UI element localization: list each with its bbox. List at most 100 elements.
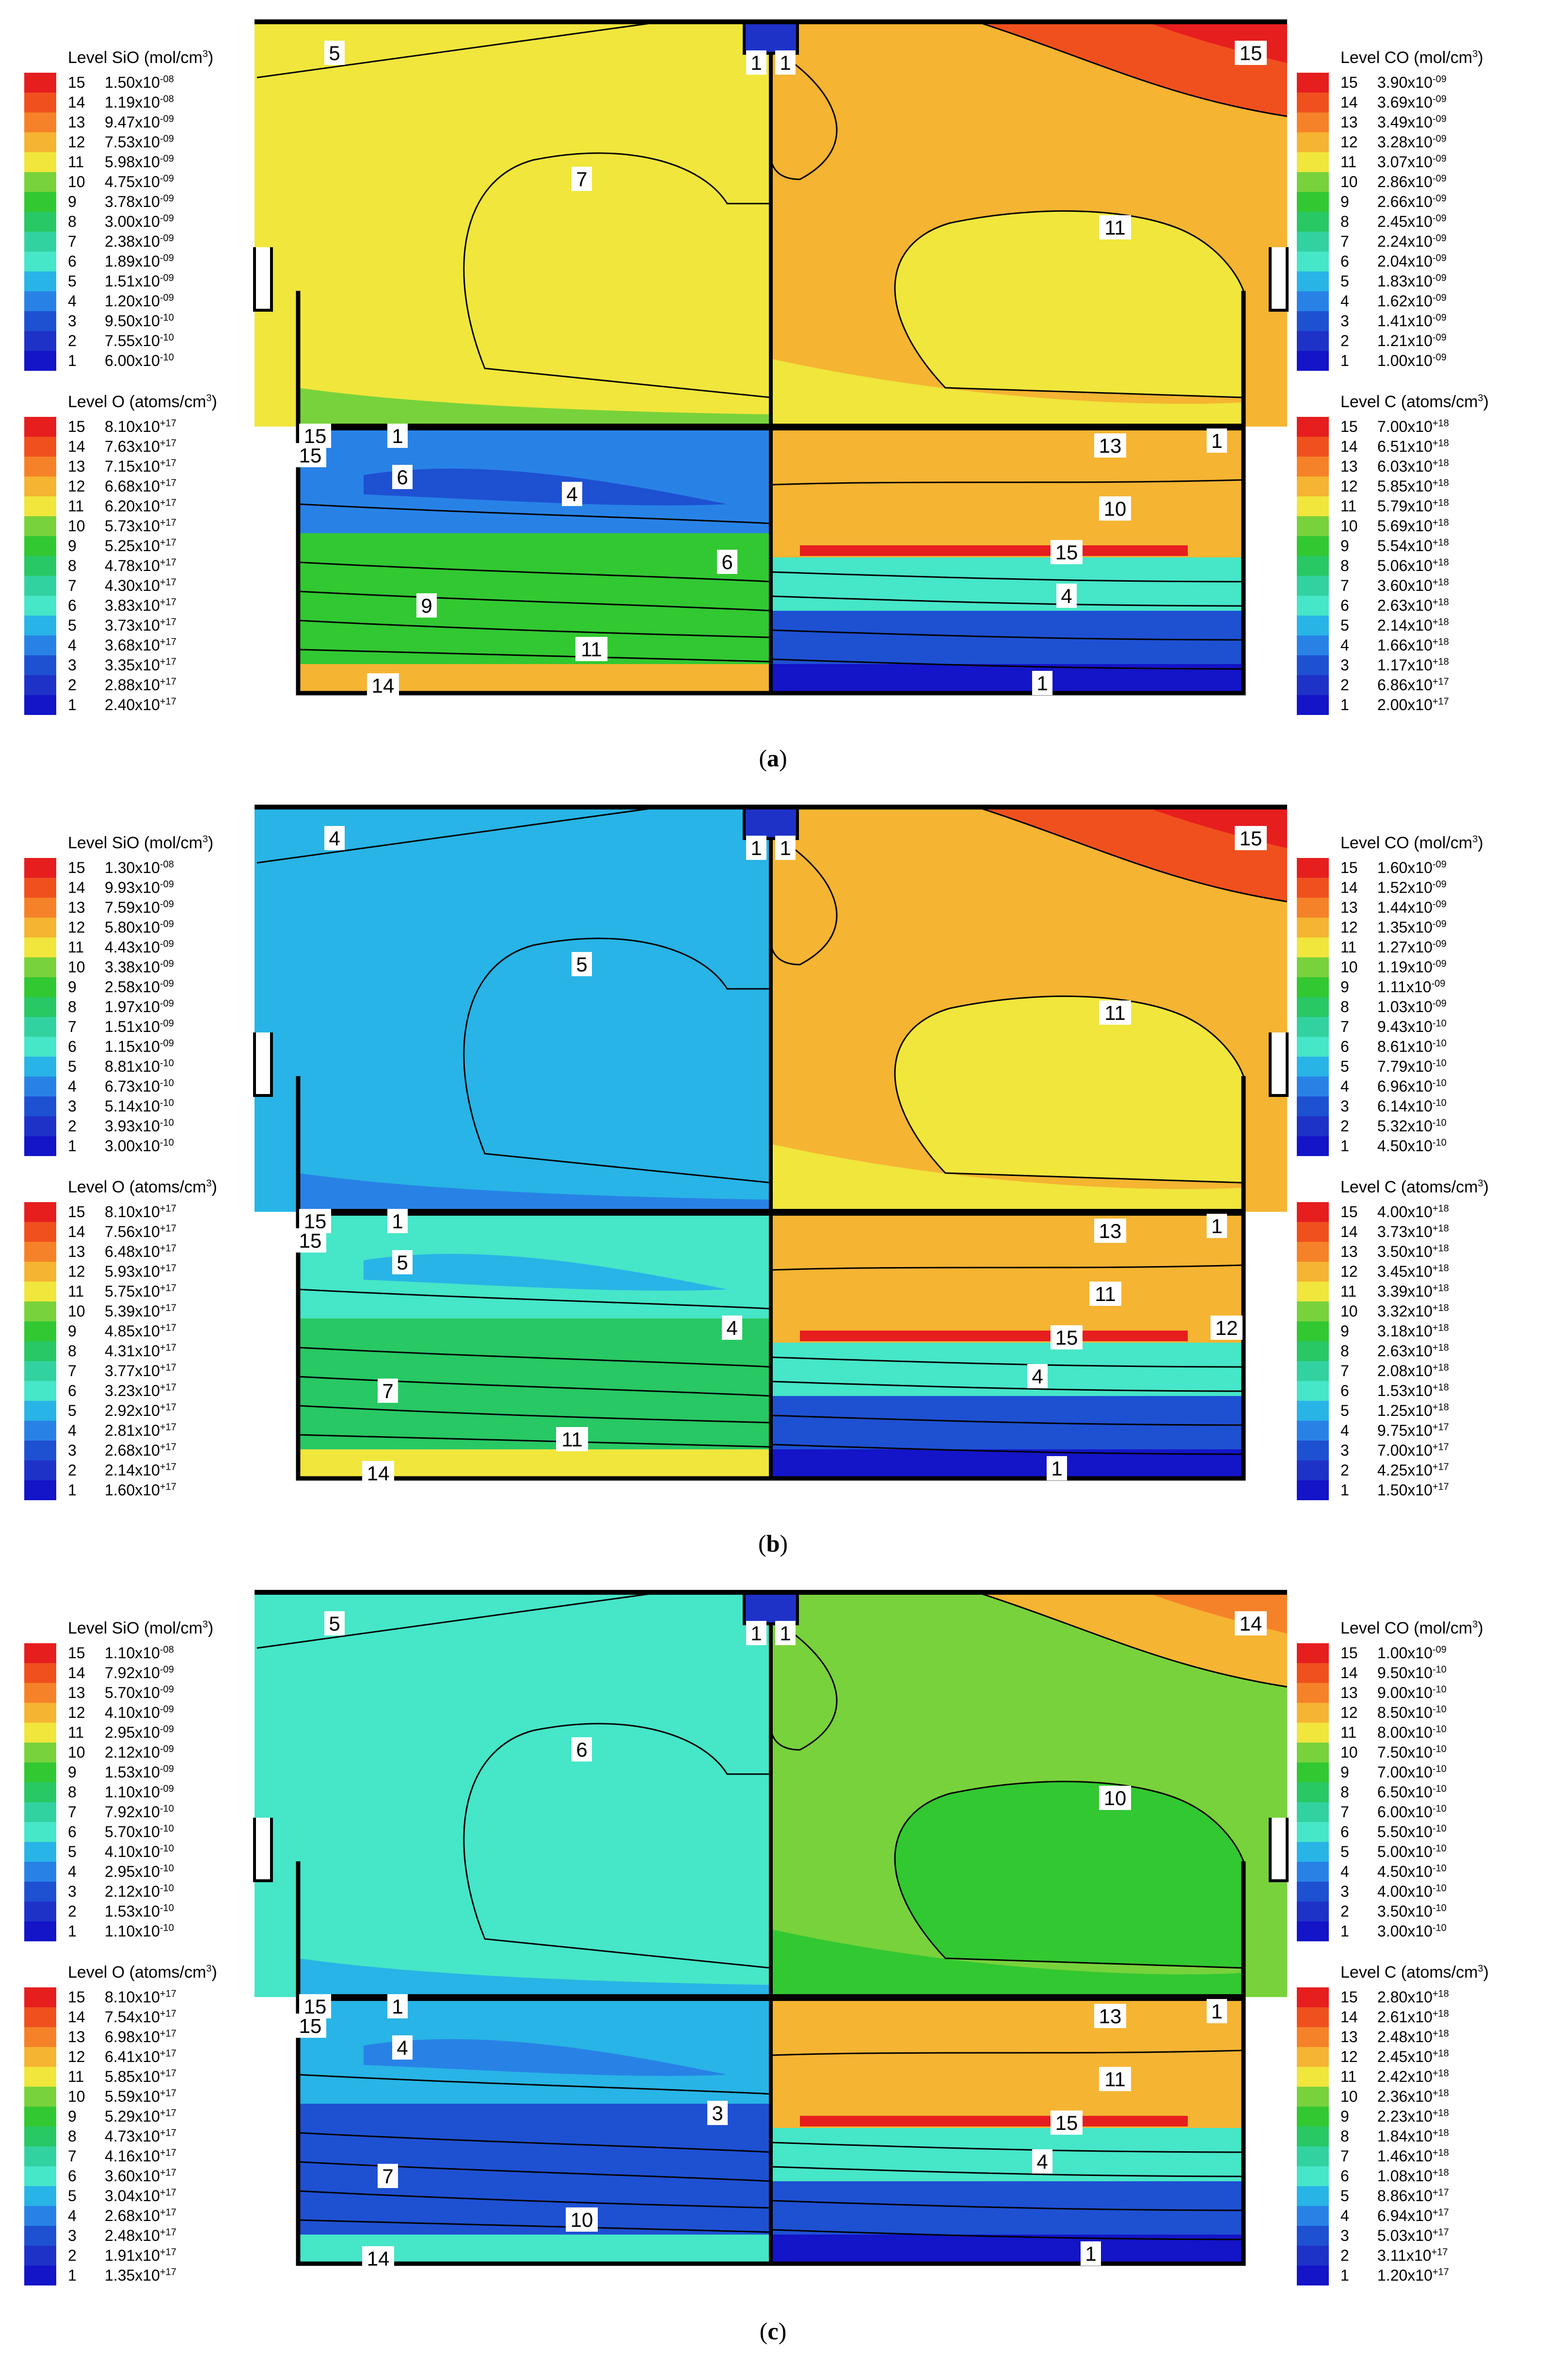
contour-label-co_mid: 11 — [1104, 216, 1126, 239]
legend-level: 2 — [68, 1117, 77, 1135]
legend-level: 5 — [68, 1058, 77, 1075]
contour-label-c_d-bg — [1051, 540, 1083, 564]
legend-row: 5 1.25x10+18 — [1297, 1401, 1510, 1421]
legend-row: 9 5.54x10+18 — [1297, 536, 1510, 556]
panel-b: Level SiO (mol/cm3) 15 1.30x10-08 14 9.93x10… — [0, 805, 1546, 1595]
legend-swatch — [1297, 2087, 1329, 2107]
legend-value: 1.19x10-08 — [105, 94, 174, 111]
legend-row: 10 2.86x10-09 — [1297, 172, 1510, 192]
legend-level: 15 — [1340, 1644, 1358, 1662]
legend-level: 12 — [68, 1263, 85, 1280]
legend-level: 5 — [68, 1843, 77, 1860]
legend-row: 14 6.51x10+18 — [1297, 437, 1510, 457]
contour-label-c_d: 15 — [1055, 1326, 1078, 1349]
legend-value: 3.49x10-09 — [1377, 113, 1447, 131]
contour-label-c_e-bg — [1211, 1316, 1243, 1340]
legend-row: 2 1.53x10-10 — [24, 1902, 238, 1921]
legend-level: 4 — [1340, 1078, 1349, 1095]
legend-value: 1.19x10-09 — [1377, 958, 1447, 976]
legend-row: 5 3.73x10+17 — [24, 616, 238, 635]
legend-row: 4 6.94x10+17 — [1297, 2206, 1510, 2226]
legend-value: 2.40x10+17 — [105, 696, 176, 714]
contour-label-c_f: 4 — [1032, 1365, 1043, 1388]
legend-row: 8 1.97x10-09 — [24, 997, 238, 1017]
legend-value: 1.08x10+18 — [1377, 2167, 1449, 2185]
contour-label-c_a-bg — [1094, 1219, 1126, 1243]
contour-label-c_f: 1 — [1036, 672, 1048, 695]
legend-level: 6 — [68, 1823, 77, 1841]
legend-value: 3.50x10-10 — [1377, 1903, 1447, 1920]
legend-row: 3 1.41x10-09 — [1297, 311, 1510, 331]
legend-swatch — [1297, 331, 1329, 351]
legend-value: 1.35x10+17 — [105, 2267, 176, 2284]
legend-value: 2.58x10-09 — [105, 978, 174, 996]
legend-swatch — [24, 655, 56, 675]
legend-swatch — [24, 1842, 56, 1862]
legend-level: 5 — [68, 1402, 77, 1419]
legend-swatch — [1297, 1902, 1329, 1921]
contour-label-o_c-bg — [387, 1209, 408, 1233]
legend-level: 13 — [1340, 113, 1358, 131]
legend-swatch — [1297, 1381, 1329, 1401]
legend-title: Level C (atoms/cm3) — [1340, 1178, 1489, 1196]
legend-swatch — [24, 1703, 56, 1723]
legend-swatch — [1297, 172, 1329, 192]
legend-value: 1.51x10-09 — [105, 1018, 174, 1035]
legend-value: 4.25x10+17 — [1377, 1461, 1449, 1479]
legend-swatch — [24, 1017, 56, 1037]
legend-row: 7 2.08x10+18 — [1297, 1361, 1510, 1381]
legend-swatch — [1297, 192, 1329, 212]
legend-row: 6 1.53x10+18 — [1297, 1381, 1510, 1401]
legend-row: 5 8.86x10+17 — [1297, 2186, 1510, 2206]
contour-label-c_e: 12 — [1215, 1317, 1238, 1339]
legend-value: 3.45x10+18 — [1377, 1263, 1449, 1280]
legend-row: 7 1.51x10-09 — [24, 1017, 238, 1037]
legend-row: 4 2.95x10-10 — [24, 1862, 238, 1882]
legend-level: 15 — [1340, 859, 1358, 876]
contour-label-o_c-bg — [387, 1994, 408, 2018]
legend-row: 8 4.73x10+17 — [24, 2126, 238, 2146]
legend-level: 15 — [1340, 74, 1358, 91]
legend-swatch — [1297, 1077, 1329, 1096]
legend-row: 5 2.14x10+18 — [1297, 616, 1510, 635]
legend-value: 2.12x10-10 — [105, 1883, 174, 1900]
melt-surface — [298, 1209, 1243, 1216]
legend-row: 5 5.00x10-10 — [1297, 1842, 1510, 1862]
legend-level: 12 — [1340, 133, 1358, 151]
legend-swatch — [1297, 1782, 1329, 1802]
legend-value: 3.38x10-09 — [105, 958, 174, 976]
heat-shield-left — [253, 1032, 273, 1097]
legend-level: 1 — [1340, 696, 1349, 714]
legend-level: 5 — [68, 2187, 77, 2205]
legend-swatch — [1297, 1242, 1329, 1262]
legend-swatch — [24, 997, 56, 1017]
legend-row: 13 9.47x10-09 — [24, 112, 238, 132]
legend-swatch — [24, 496, 56, 516]
panel-caption-letter: b — [766, 1530, 780, 1557]
legend-level: 7 — [68, 1018, 77, 1035]
panel-a: Level SiO (mol/cm3) 15 1.50x10-08 14 1.19x10… — [0, 19, 1546, 809]
legend-level: 1 — [1340, 1922, 1349, 1940]
co-band-low — [771, 359, 1243, 427]
legend-level: 13 — [1340, 899, 1358, 916]
legend-swatch — [1297, 1480, 1329, 1500]
legend-level: 6 — [68, 1382, 77, 1399]
legend-value: 3.93x10-10 — [105, 1117, 174, 1135]
crucible-wall — [296, 291, 1246, 696]
legend-value: 1.53x10-09 — [105, 1763, 174, 1781]
legend-row: 10 2.36x10+18 — [1297, 2087, 1510, 2107]
legend-swatch — [24, 2186, 56, 2206]
legend-row: 2 1.21x10-09 — [1297, 331, 1510, 351]
legend-value: 5.25x10+17 — [105, 537, 176, 555]
contour-label-nozzle_r: 1 — [780, 837, 791, 859]
legend-row: 3 6.14x10-10 — [1297, 1096, 1510, 1116]
legend-row: 15 2.80x10+18 — [1297, 1987, 1510, 2007]
legend-swatch — [24, 516, 56, 536]
legend-row: 14 3.73x10+18 — [1297, 1222, 1510, 1242]
sio-plume-contour — [463, 937, 772, 1184]
legend-row: 4 9.75x10+17 — [1297, 1421, 1510, 1441]
legend-swatch — [24, 2047, 56, 2067]
contour-line — [770, 2142, 1244, 2153]
legend-row: 3 5.03x10+17 — [1297, 2226, 1510, 2246]
